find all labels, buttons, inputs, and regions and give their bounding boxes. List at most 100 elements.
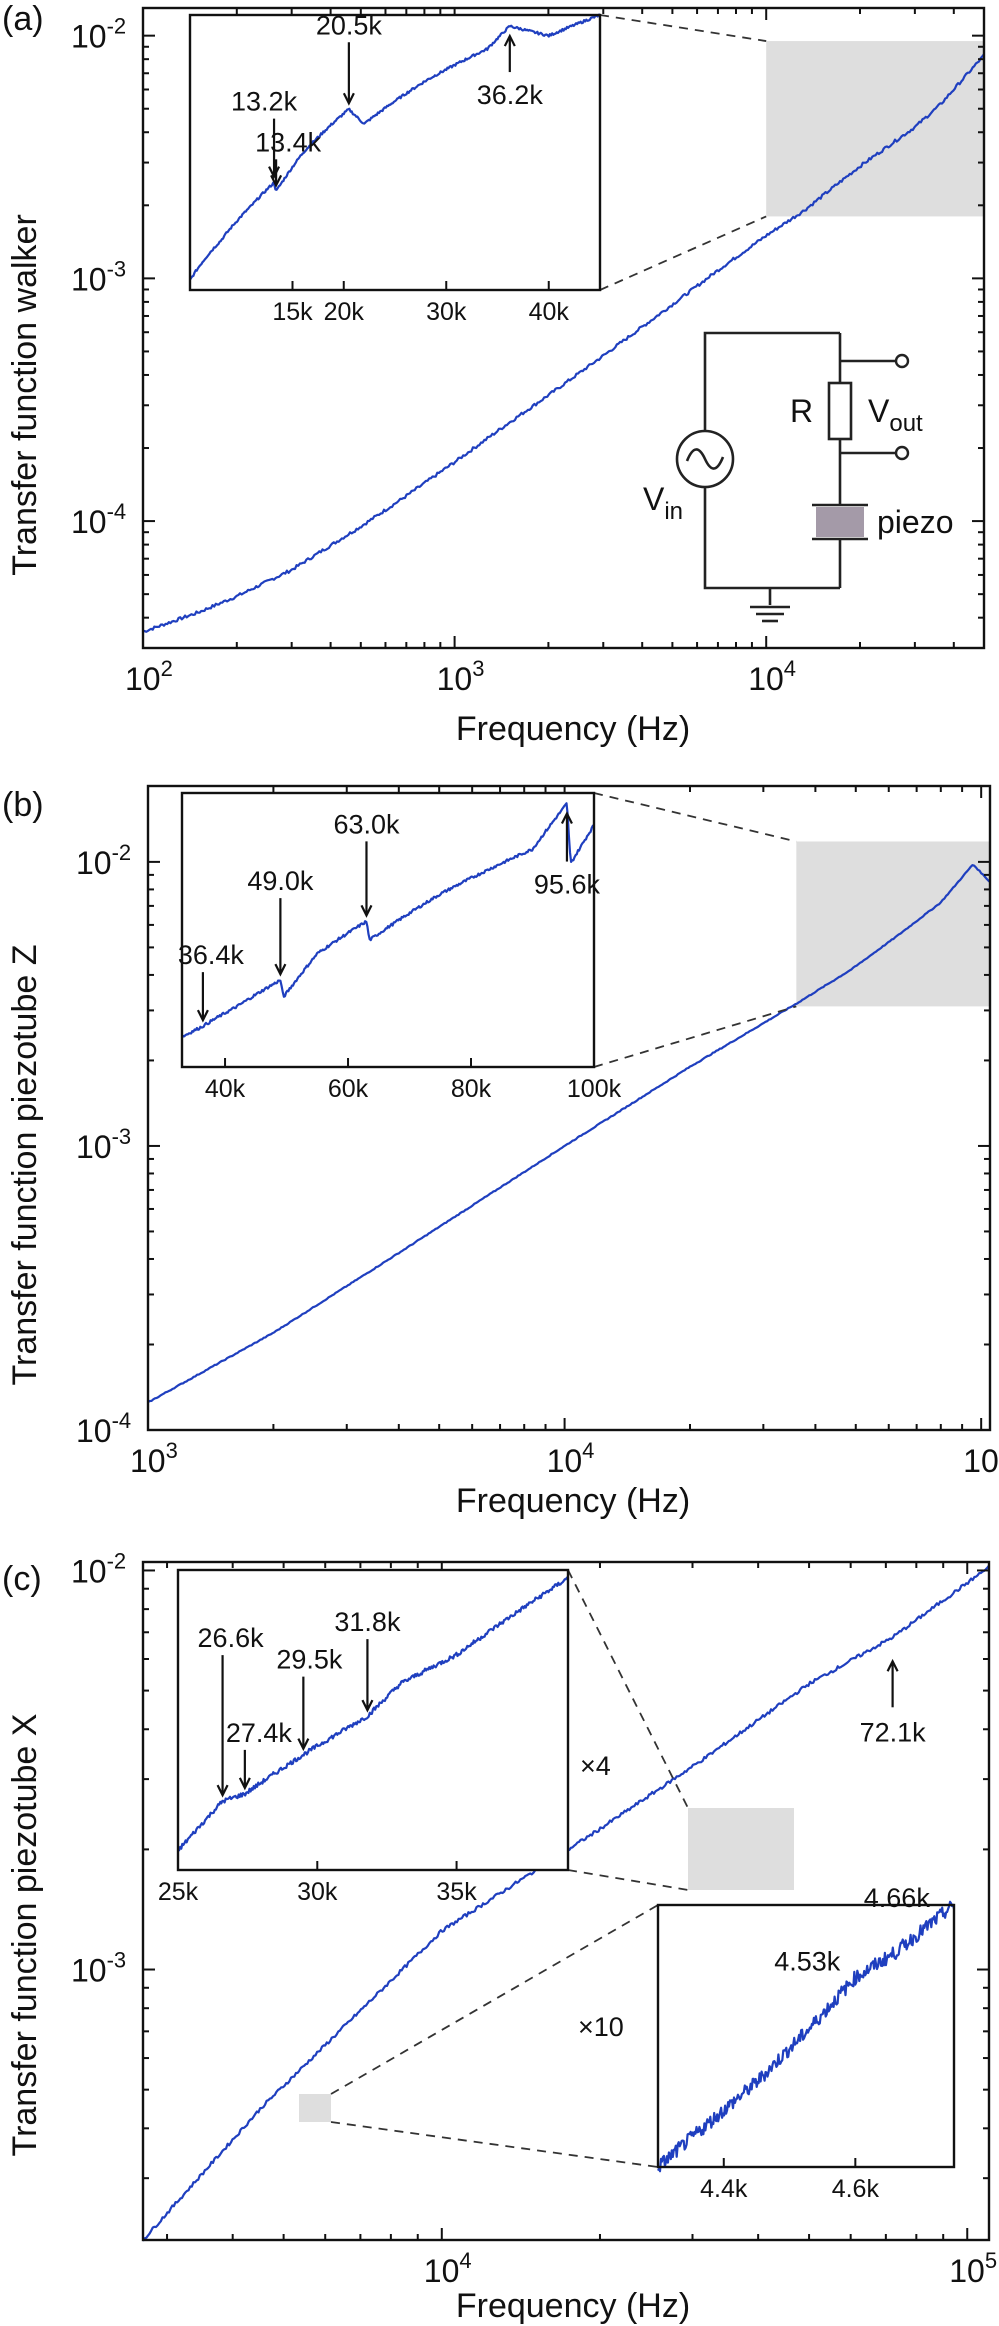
a-inset-ann-label: 13.4k: [255, 127, 322, 157]
a-xtick-base: 10: [437, 661, 473, 697]
vin-sub: in: [664, 498, 683, 525]
xlabel-c: Frequency (Hz): [456, 2287, 690, 2325]
c2-inset-tick-label: 4.4k: [700, 2175, 748, 2203]
b-inset-ann-arrowhead: [360, 904, 373, 918]
series-annotation-c: 72.1k: [860, 1658, 926, 1747]
c-dash-bot-2: [330, 2121, 659, 2168]
inset-connector-c-bottom: [330, 1904, 659, 2168]
c2-inset-tick-label: 4.6k: [832, 2175, 880, 2203]
b-inset-ann-label: 95.6k: [534, 870, 601, 900]
b-xtick-base: 10: [130, 1443, 166, 1479]
b-zoom-rect: [796, 841, 990, 1007]
b-ytick-base: 10: [76, 1129, 112, 1165]
inset-connector-a: [599, 14, 767, 291]
inset-scale-label-top: ×4: [580, 1751, 611, 1781]
c1-inset-ann-arrowhead: [361, 1699, 374, 1713]
walker-inset-line: [189, 13, 601, 281]
b-xtick-exp: 4: [582, 1438, 594, 1463]
inset-bg-b: [182, 793, 594, 1067]
piezo-element: [816, 507, 864, 537]
c-xtick-base: 10: [949, 2253, 985, 2289]
a-inset-tick-label: 15k: [272, 298, 313, 326]
b-inset-ann-label: 36.4k: [178, 940, 245, 970]
a-inset-tick-label: 30k: [426, 298, 467, 326]
piezo-z-line: [147, 864, 991, 1404]
ylabel-b: Transfer function piezotube Z: [6, 945, 44, 1386]
a-ytick-exp: -2: [107, 14, 127, 39]
a-ytick-exp: -4: [107, 499, 127, 524]
inset-scale-label-bottom: ×10: [578, 2012, 624, 2042]
a-dash-top: [599, 14, 767, 42]
axes-frame-a: [141, 6, 986, 650]
b-xtick-label: 105: [963, 1438, 999, 1479]
a-inset-tick-label: 40k: [529, 298, 570, 326]
piezo-label: piezo: [877, 504, 954, 540]
inset-bg-a: [190, 15, 600, 290]
b-ytick-exp: -4: [112, 1408, 132, 1433]
inset-frame-a: [188, 13, 602, 292]
c1-inset-tick-label: 35k: [436, 1878, 477, 1906]
zoom-region-a: [766, 41, 984, 217]
inset-ticks-c-top: 25k 30k 35k: [158, 1861, 477, 1906]
walker-line: [142, 53, 985, 633]
c1-inset-ann-arrowhead: [238, 1777, 251, 1791]
b-ytick-base: 10: [76, 845, 112, 881]
a-zoom-rect: [766, 41, 984, 217]
inset-connector-c-top: [567, 1569, 689, 1891]
xlabel-a: Frequency (Hz): [456, 710, 690, 748]
a-ytick-exp: -3: [107, 256, 127, 281]
a-inset-ann-arrowhead: [268, 166, 281, 180]
c-dash-bot-1: [330, 1904, 659, 2095]
inset-ticks-a: 15k 20k 30k 40k: [272, 281, 569, 326]
b-xtick-label: 104: [547, 1438, 595, 1479]
a-xtick-exp: 4: [784, 656, 796, 681]
a-ytick-label: 10-3: [71, 256, 126, 297]
a-ytick-base: 10: [71, 19, 107, 55]
b-inset-tick-label: 80k: [451, 1075, 492, 1103]
c-xtick-exp: 4: [459, 2248, 471, 2273]
b-inset-ann-arrowhead: [196, 1009, 209, 1023]
b-inset-ann-label: 49.0k: [247, 866, 314, 896]
c-ann-arrowhead: [886, 1658, 899, 1672]
ylabel-a: Transfer function walker: [6, 214, 44, 576]
circuit-diagram: R Vout Vin piezo: [643, 331, 954, 623]
c1-inset-ann-label: 26.6k: [198, 1623, 265, 1653]
a-inset-tick-label: 20k: [324, 298, 365, 326]
inset-annotations-b: 36.4k 49.0k 63.0k 95.6k: [178, 809, 601, 1023]
c1-inset-ann-label: 31.8k: [334, 1607, 401, 1637]
c-ytick-exp: -2: [107, 1548, 127, 1573]
b-ytick-exp: -2: [112, 840, 132, 865]
wire-top: [703, 331, 840, 431]
b-ytick-base: 10: [76, 1413, 112, 1449]
c-zoom-bottom: [299, 2094, 331, 2122]
inset-annotations-c-top: 26.6k 27.4k 29.5k 31.8k: [198, 1607, 401, 1798]
panel-label-c: (c): [2, 1560, 42, 1598]
b-xtick-base: 10: [547, 1443, 583, 1479]
c-xtick-base: 10: [424, 2253, 460, 2289]
c-zoom-top: [688, 1808, 794, 1890]
vin-label: Vin: [643, 481, 683, 525]
c2-inset-ann-label: 4.53k: [774, 1947, 841, 1977]
inset-frame-c-top: [176, 1568, 570, 1872]
panel-label-b: (b): [2, 786, 44, 824]
b-dash-bottom: [593, 1005, 797, 1068]
inset-connector-b: [593, 792, 797, 1068]
sine-icon: [685, 448, 725, 470]
terminal-bottom: [894, 445, 910, 461]
inset-ticks-b: 40k 60k 80k 100k: [205, 1058, 622, 1103]
b-xtick-exp: 3: [166, 1438, 178, 1463]
b-inset-tick-label: 100k: [567, 1075, 622, 1103]
vout-main: V: [868, 393, 890, 429]
a-ytick-label: 10-2: [71, 14, 126, 55]
a-dash-bottom: [599, 215, 767, 291]
a-ytick-label: 10-4: [71, 499, 126, 540]
c1-inset-ann-label: 29.5k: [276, 1645, 343, 1675]
a-xtick-exp: 2: [161, 656, 173, 681]
terminal-top: [894, 353, 910, 369]
a-xtick-label: 104: [748, 656, 796, 697]
a-xtick-label: 103: [437, 656, 485, 697]
piezo-x-inset-bottom-line: [657, 1900, 956, 2173]
